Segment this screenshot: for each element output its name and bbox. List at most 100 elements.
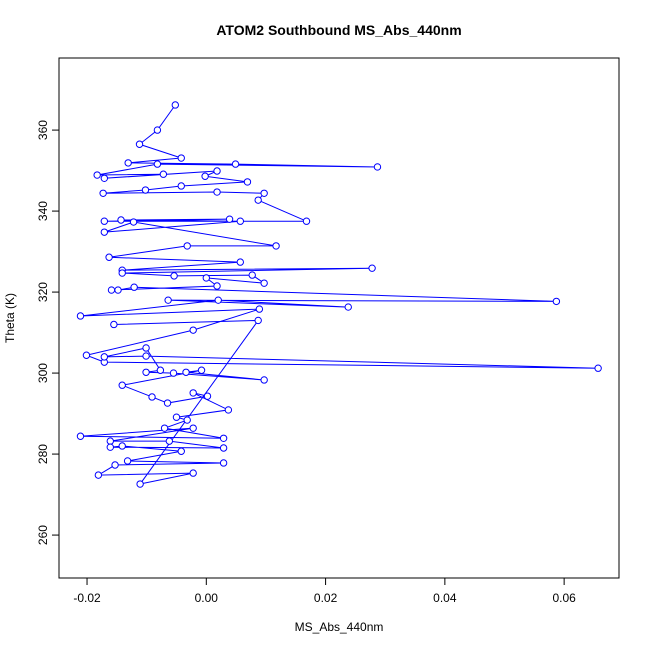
data-point [225, 215, 234, 223]
data-point [105, 253, 113, 261]
data-point [552, 297, 561, 306]
data-point [156, 366, 165, 374]
data-point [100, 353, 109, 361]
data-point [183, 416, 191, 424]
data-point [189, 424, 197, 432]
data-point [243, 178, 252, 186]
data-point [248, 271, 256, 279]
data-point [153, 160, 162, 168]
data-point [224, 406, 233, 414]
x-tick-label: -0.02 [73, 591, 101, 605]
data-point [130, 283, 138, 291]
data-point [118, 442, 126, 450]
data-point [594, 364, 602, 372]
data-point [129, 218, 138, 226]
data-point [160, 424, 169, 432]
y-axis-label: Theta (K) [3, 293, 17, 343]
data-point [171, 101, 179, 109]
data-point [260, 279, 268, 287]
data-point [189, 326, 197, 334]
data-point [93, 171, 101, 179]
data-point [123, 457, 132, 465]
x-tick-label: 0.00 [195, 591, 219, 605]
data-point [219, 459, 228, 467]
x-axis-label: MS_Abs_440nm [295, 620, 384, 634]
y-tick-label: 300 [36, 363, 50, 383]
x-tick-label: 0.06 [552, 591, 576, 605]
data-point [142, 344, 150, 352]
data-point [141, 186, 150, 194]
data-point [254, 196, 262, 204]
data-point [106, 437, 114, 445]
data-point [165, 437, 174, 445]
data-point [110, 320, 118, 329]
data-point [213, 188, 221, 196]
data-point [368, 264, 376, 272]
data-point [76, 432, 85, 440]
data-point [219, 444, 228, 452]
data-point [236, 217, 244, 225]
data-point [203, 392, 212, 400]
data-point [169, 369, 178, 377]
data-point [163, 399, 172, 407]
data-point [272, 242, 280, 250]
data-point [117, 216, 125, 224]
data-point [100, 228, 109, 236]
data-point [118, 269, 126, 277]
data-point [213, 167, 221, 175]
data-point [189, 469, 197, 477]
data-point [159, 170, 168, 178]
data-point [255, 305, 264, 313]
plot-frame [58, 57, 620, 579]
data-point [236, 258, 244, 266]
data-point [189, 389, 197, 397]
y-tick-label: 360 [36, 120, 50, 140]
data-point [136, 480, 144, 488]
y-tick-label: 320 [36, 282, 50, 302]
data-point [260, 189, 268, 197]
data-point [118, 381, 126, 389]
data-point [135, 140, 144, 148]
y-tick-label: 280 [36, 444, 50, 464]
data-point [182, 368, 190, 376]
data-point [100, 217, 109, 225]
data-point [106, 443, 114, 451]
data-point [254, 316, 262, 325]
data-point [201, 172, 209, 180]
data-point [170, 272, 178, 280]
data-point [142, 368, 150, 376]
data-point [111, 461, 119, 469]
data-point [82, 351, 91, 359]
x-tick-label: 0.02 [314, 591, 338, 605]
data-point [260, 376, 268, 384]
data-point [94, 471, 103, 479]
data-point [213, 282, 221, 290]
data-point [114, 286, 122, 294]
data-point [197, 366, 206, 374]
data-point [214, 296, 222, 304]
data-point [177, 182, 185, 190]
y-tick-label: 340 [36, 201, 50, 221]
data-point [107, 286, 116, 294]
data-point [99, 189, 107, 197]
data-point [231, 160, 240, 168]
data-point [202, 274, 211, 282]
x-tick-label: 0.04 [433, 591, 457, 605]
data-point [177, 447, 185, 455]
data-point [124, 159, 132, 167]
chart-title: ATOM2 Southbound MS_Abs_440nm [216, 22, 461, 38]
data-point [76, 312, 85, 320]
data-point [164, 296, 172, 304]
data-point [219, 434, 228, 442]
data-point [172, 413, 181, 421]
data-point [177, 154, 185, 162]
data-point [148, 393, 156, 401]
data-point [344, 303, 352, 311]
y-tick-label: 260 [36, 525, 50, 545]
data-point [183, 242, 191, 250]
data-point [302, 217, 311, 225]
data-point [100, 174, 109, 182]
data-point [153, 126, 162, 134]
